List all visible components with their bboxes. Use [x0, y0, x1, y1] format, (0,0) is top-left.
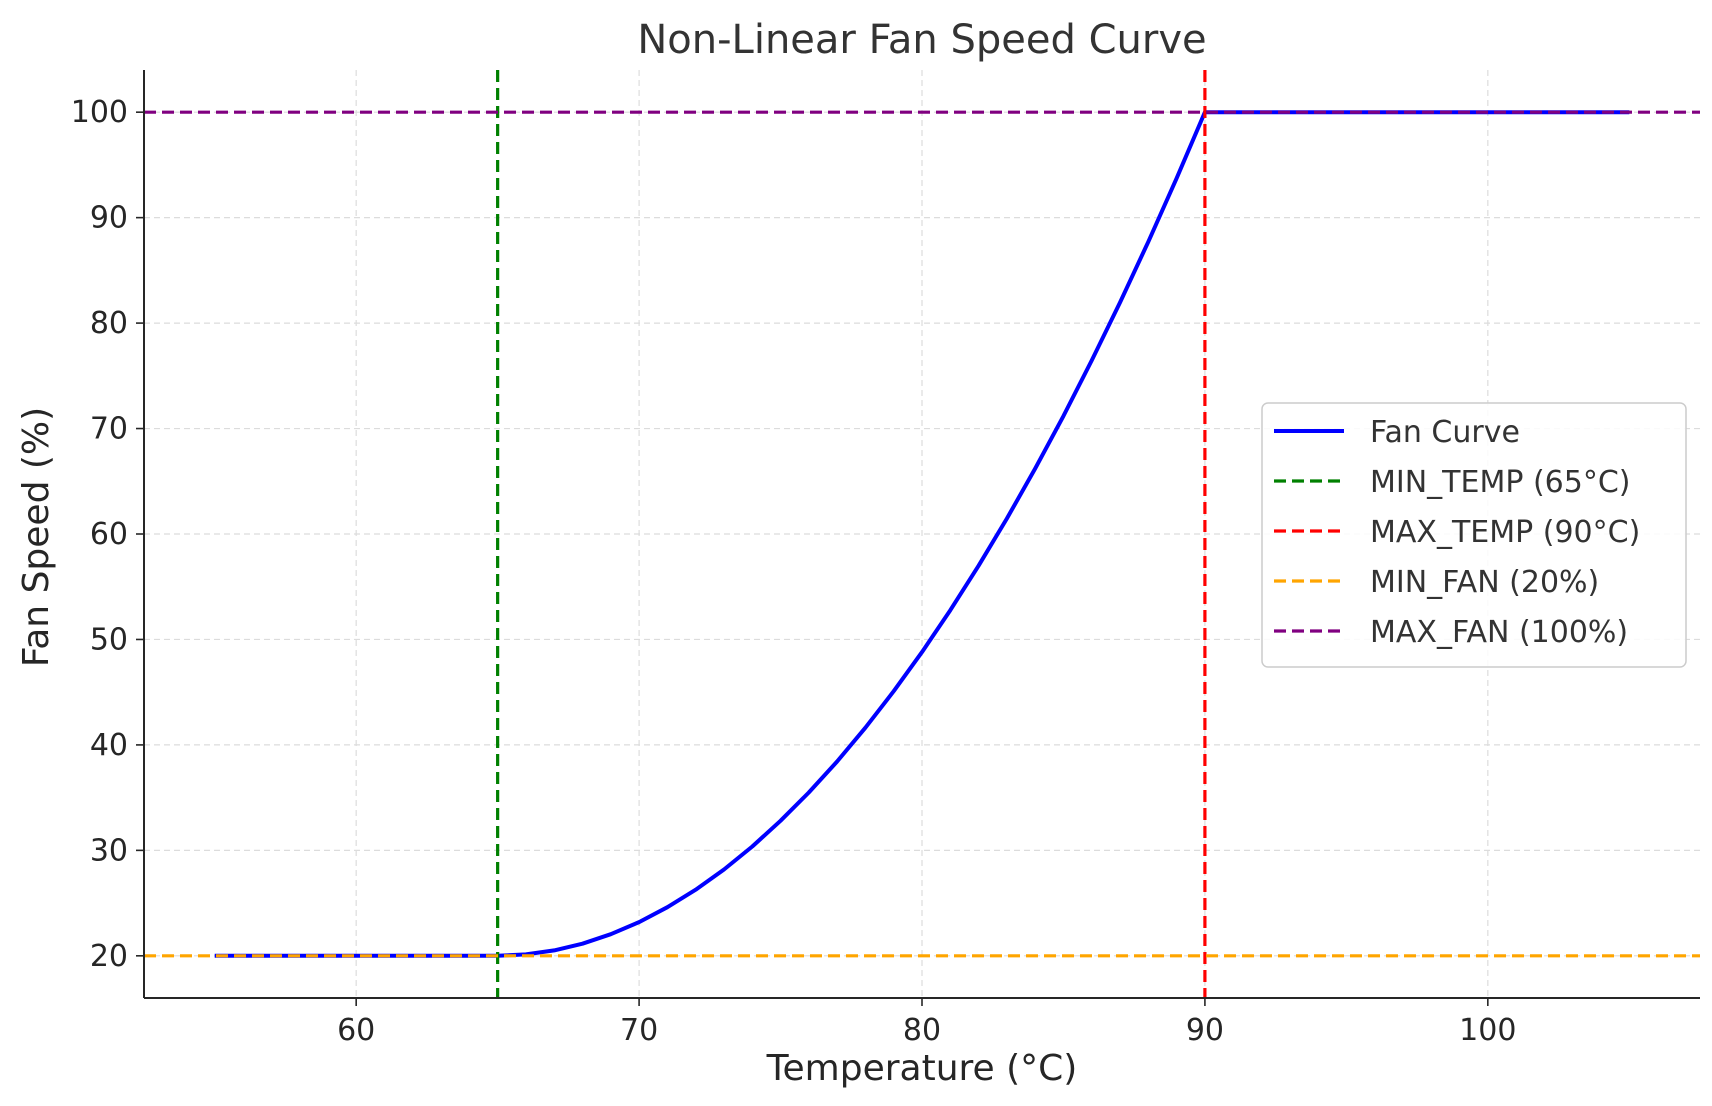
- chart-title: Non-Linear Fan Speed Curve: [637, 17, 1206, 63]
- legend: Fan Curve MIN_TEMP (65°C) MAX_TEMP (90°C) M…: [1261, 402, 1687, 668]
- y-tick-label-20: 20: [90, 939, 128, 974]
- y-tick-label-60: 60: [90, 517, 128, 552]
- x-tick-label-80: 80: [903, 1013, 941, 1048]
- x-tick-label-60: 60: [337, 1013, 375, 1048]
- ticks: 60 70 80 90 100 20 30 40 50 60 70 80 90 100: [71, 95, 1517, 1048]
- y-tick-label-40: 40: [90, 728, 128, 763]
- x-tick-label-70: 70: [620, 1013, 658, 1048]
- axes: [143, 70, 1700, 999]
- y-axis-title: Fan Speed (%): [16, 407, 57, 667]
- x-axis-title: Temperature (°C): [766, 1048, 1078, 1089]
- x-tick-label-90: 90: [1186, 1013, 1224, 1048]
- legend-label-3: MIN_FAN (20%): [1370, 565, 1599, 600]
- x-tick-label-100: 100: [1459, 1013, 1516, 1048]
- y-tick-label-80: 80: [90, 306, 128, 341]
- y-tick-label-50: 50: [90, 622, 128, 657]
- y-tick-label-90: 90: [90, 201, 128, 236]
- reference-lines: [144, 70, 1700, 998]
- y-tick-label-100: 100: [71, 95, 128, 130]
- legend-label-1: MIN_TEMP (65°C): [1370, 465, 1631, 500]
- y-tick-label-30: 30: [90, 833, 128, 868]
- legend-label-2: MAX_TEMP (90°C): [1370, 515, 1640, 550]
- legend-box: [1261, 402, 1687, 668]
- legend-label-0: Fan Curve: [1370, 415, 1520, 450]
- y-tick-label-70: 70: [90, 412, 128, 447]
- legend-label-4: MAX_FAN (100%): [1370, 615, 1628, 650]
